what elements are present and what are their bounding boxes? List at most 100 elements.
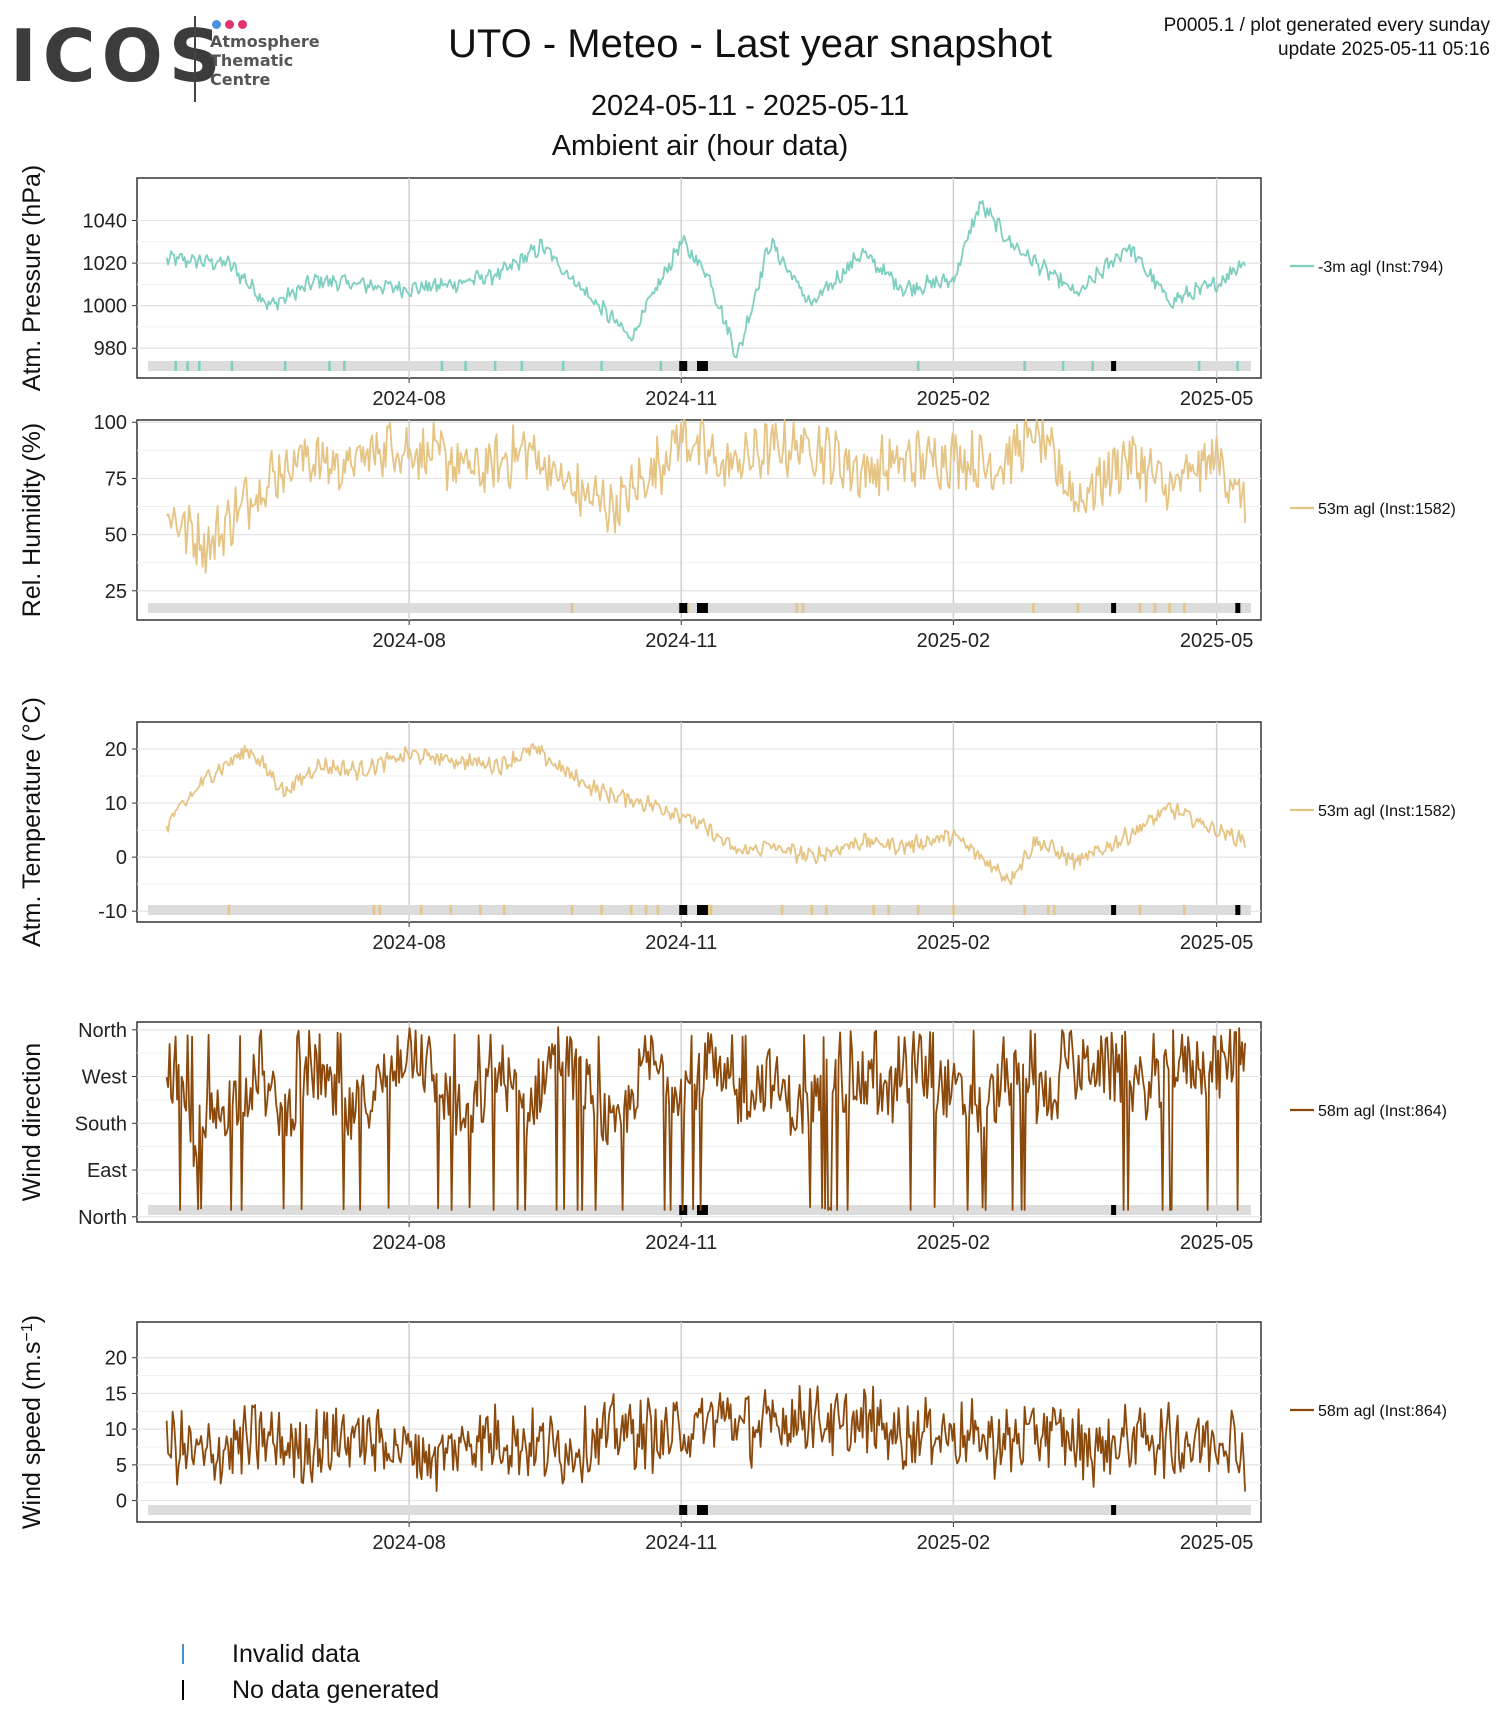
nodata-flag xyxy=(697,1505,702,1515)
invalid-flag xyxy=(709,905,713,915)
y-tick-label: 1040 xyxy=(83,211,128,233)
invalid-flag xyxy=(1168,603,1171,613)
legend-nodata-label: No data generated xyxy=(232,1676,440,1704)
nodata-flag xyxy=(679,1505,685,1515)
legend-label: 53m agl (Inst:1582) xyxy=(1318,803,1456,820)
x-tick-label: 2024-11 xyxy=(645,1532,717,1554)
y-tick-label: 50 xyxy=(105,525,127,547)
y-tick-label: 0 xyxy=(116,1491,127,1513)
invalid-flag xyxy=(1047,905,1050,915)
y-tick-label: 0 xyxy=(116,847,127,869)
nodata-flag xyxy=(699,603,705,613)
x-tick-label: 2024-11 xyxy=(645,932,717,954)
nodata-flag xyxy=(702,361,708,371)
invalid-flag xyxy=(780,905,784,915)
invalid-flag xyxy=(1052,905,1056,915)
invalid-flag xyxy=(656,905,660,915)
nodata-flag xyxy=(1111,1205,1117,1215)
y-tick-label: 980 xyxy=(94,338,127,360)
invalid-flag xyxy=(1023,905,1026,915)
invalid-flag xyxy=(378,905,382,915)
invalid-flag xyxy=(561,361,565,371)
x-tick-label: 2025-05 xyxy=(1180,630,1253,652)
x-tick-label: 2024-11 xyxy=(645,630,717,652)
invalid-flag xyxy=(916,361,920,371)
invalid-flag xyxy=(230,361,234,371)
y-tick-label: North xyxy=(78,1207,127,1229)
nodata-flag xyxy=(697,603,702,613)
invalid-flag xyxy=(810,905,813,915)
chart-panel: North East South West North 2024-08 2024-11 202… xyxy=(18,1020,1447,1254)
invalid-flag xyxy=(449,905,453,915)
nodata-flag xyxy=(697,1205,702,1215)
nodata-flag xyxy=(699,905,705,915)
invalid-flag xyxy=(1138,603,1142,613)
meta-generation: P0005.1 / plot generated every sunday xyxy=(1163,15,1490,36)
invalid-flag xyxy=(825,905,828,915)
invalid-flag xyxy=(328,361,331,371)
invalid-flag xyxy=(570,905,574,915)
x-tick-label: 2025-02 xyxy=(917,932,990,954)
nodata-flag xyxy=(702,1505,708,1515)
invalid-flag xyxy=(1197,361,1201,371)
invalid-flag xyxy=(952,905,955,915)
chart-subtitle: Ambient air (hour data) xyxy=(551,130,849,162)
nodata-flag xyxy=(679,603,685,613)
x-tick-label: 2024-08 xyxy=(372,932,445,954)
invalid-flag xyxy=(174,361,177,371)
nodata-flag xyxy=(1235,905,1241,915)
y-tick-label: East xyxy=(87,1160,127,1182)
invalid-flag xyxy=(1183,603,1186,613)
nodata-flag xyxy=(682,361,688,371)
nodata-flag xyxy=(1111,361,1117,371)
x-tick-label: 2025-05 xyxy=(1180,1532,1253,1554)
y-tick-label: 15 xyxy=(105,1383,127,1405)
nodata-flag xyxy=(1235,603,1241,613)
chart-panel: 980 1000 1020 1040 2024-08 2024-11 2025-02 2025… xyxy=(18,165,1443,410)
nodata-flag xyxy=(679,905,685,915)
y-tick-label: -10 xyxy=(98,901,127,923)
invalid-flag xyxy=(872,905,876,915)
invalid-flag xyxy=(600,361,603,371)
invalid-flag xyxy=(198,361,201,371)
y-tick-label: 1000 xyxy=(83,296,128,318)
series-line xyxy=(165,1026,1246,1211)
y-tick-label: North xyxy=(78,1020,127,1042)
invalid-flag xyxy=(372,905,376,915)
x-tick-label: 2025-02 xyxy=(917,1232,990,1254)
invalid-flag xyxy=(1183,905,1186,915)
nodata-flag xyxy=(702,1205,708,1215)
plot-area xyxy=(136,177,1262,379)
y-tick-label: 10 xyxy=(105,1419,127,1441)
invalid-flag xyxy=(1091,361,1094,371)
invalid-flag xyxy=(493,361,497,371)
logo-dot-2 xyxy=(225,20,234,29)
nodata-flag xyxy=(1111,1505,1117,1515)
x-tick-label: 2025-05 xyxy=(1180,388,1253,410)
x-tick-label: 2024-08 xyxy=(372,630,445,652)
x-tick-label: 2024-08 xyxy=(372,1232,445,1254)
invalid-flag xyxy=(659,361,663,371)
page-title: UTO - Meteo - Last year snapshot xyxy=(448,22,1052,66)
invalid-flag xyxy=(600,905,603,915)
meta-update: update 2025-05-11 05:16 xyxy=(1278,39,1490,60)
logo-dots xyxy=(212,16,251,29)
x-tick-label: 2025-02 xyxy=(917,630,990,652)
nodata-flag xyxy=(699,1205,705,1215)
x-tick-label: 2025-05 xyxy=(1180,1232,1253,1254)
unit-superscript: −1 xyxy=(19,1323,36,1341)
y-axis-title: Rel. Humidity (%) xyxy=(18,423,46,617)
series-line xyxy=(165,742,1246,886)
nodata-flag xyxy=(682,1505,688,1515)
legend-label: -3m agl (Inst:794) xyxy=(1318,259,1443,276)
invalid-flag xyxy=(1236,361,1239,371)
nodata-flag xyxy=(682,603,688,613)
invalid-flag xyxy=(479,905,482,915)
x-tick-label: 2025-02 xyxy=(917,388,990,410)
series-line xyxy=(165,1385,1246,1492)
logo-dot-1 xyxy=(212,20,221,29)
invalid-flag xyxy=(186,361,189,371)
invalid-flag xyxy=(1023,361,1026,371)
chart-panel: -10 0 10 20 2024-08 2024-11 2025-02 2025-05 Atm.… xyxy=(18,697,1456,954)
invalid-flag xyxy=(629,905,633,915)
